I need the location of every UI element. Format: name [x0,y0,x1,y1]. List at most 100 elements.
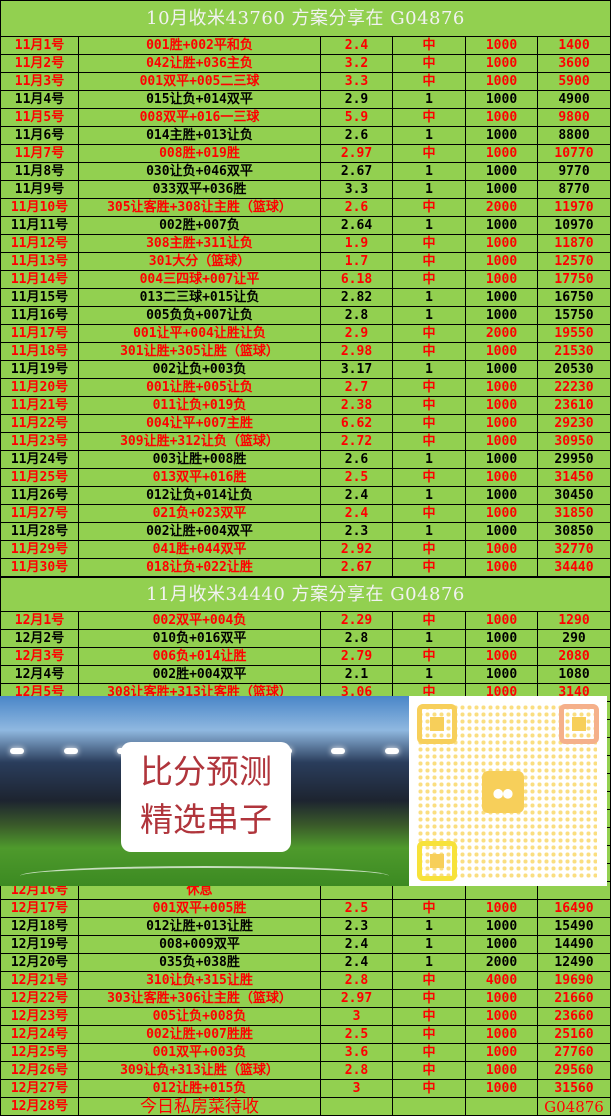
date-cell: 12月3号 [0,647,79,666]
odds-cell: 2.38 [320,396,393,415]
pick-cell: 033双平+036胜 [78,180,321,199]
table-row: 11月29号 041胜+044双平 2.92 中 1000 32770 [0,540,611,559]
result-cell: 中 [392,1079,466,1098]
total-cell: 3600 [537,54,611,73]
odds-cell: 3 [320,1007,393,1026]
result-cell: 中 [392,504,466,523]
pick-cell: 012让胜+013让胜 [78,917,321,936]
total-cell: 12490 [537,953,611,972]
table-row: 12月18号 012让胜+013让胜 2.3 1 1000 15490 [0,917,611,936]
date-cell: 12月1号 [0,611,79,630]
total-cell: 32770 [537,540,611,559]
pick-cell: 035负+038胜 [78,953,321,972]
stake-cell: 1000 [465,144,538,163]
result-cell: 1 [392,665,466,684]
result-cell: 中 [392,468,466,487]
stake-cell: 1000 [465,126,538,145]
odds-cell: 2.4 [320,953,393,972]
stake-cell: 1000 [465,378,538,397]
stake-cell: 1000 [465,629,538,648]
result-cell: 中 [392,1025,466,1044]
table-row: 11月12号 308主胜+311让负 1.9 中 1000 11870 [0,234,611,253]
pick-cell: 001让胜+005让负 [78,378,321,397]
result-cell: 1 [392,935,466,954]
table-row: 11月8号 030让负+046双平 2.67 1 1000 9770 [0,162,611,181]
result-cell: 中 [392,971,466,990]
total-cell: 30850 [537,522,611,541]
odds-cell: 2.4 [320,36,393,55]
table-row: 12月27号 012让胜+015负 3 中 1000 31560 [0,1079,611,1098]
odds-cell: 2.6 [320,126,393,145]
stake-cell: 1000 [465,108,538,127]
pick-cell: 308主胜+311让负 [78,234,321,253]
table-row: 11月7号 008胜+019胜 2.97 中 1000 10770 [0,144,611,163]
result-cell: 1 [392,288,466,307]
pick-cell: 002胜+007负 [78,216,321,235]
total-cell: 1080 [537,665,611,684]
odds-cell: 2.97 [320,989,393,1008]
total-cell: 5900 [537,72,611,91]
stake-cell: 1000 [465,504,538,523]
total-cell: 8770 [537,180,611,199]
stake-cell: 1000 [465,1007,538,1026]
pick-cell: 002双平+004负 [78,611,321,630]
odds-cell: 1.7 [320,252,393,271]
result-cell: 1 [392,953,466,972]
table-row: 11月28号 002让胜+004双平 2.3 1 1000 30850 [0,522,611,541]
stake-cell: 1000 [465,468,538,487]
total-cell: 19550 [537,324,611,343]
result-cell: 1 [392,450,466,469]
date-cell: 11月26号 [0,486,79,505]
pick-cell: 014主胜+013让负 [78,126,321,145]
qr-code-icon[interactable]: ●● [409,696,607,886]
promo-overlay[interactable]: 比分预测 精选串子 ●● [0,696,607,886]
stake-cell: 1000 [465,450,538,469]
date-cell: 12月19号 [0,935,79,954]
result-cell: 中 [392,647,466,666]
pick-cell: 002胜+004双平 [78,665,321,684]
odds-cell: 2.29 [320,611,393,630]
pick-cell: 301让胜+305让胜（篮球） [78,342,321,361]
total-cell: 8800 [537,126,611,145]
result-cell: 1 [392,629,466,648]
date-cell: 11月4号 [0,90,79,109]
total-cell: 20530 [537,360,611,379]
date-cell: 11月1号 [0,36,79,55]
total-cell: 19690 [537,971,611,990]
date-cell: 12月18号 [0,917,79,936]
result-cell: 中 [392,270,466,289]
stake-cell: 1000 [465,899,538,918]
date-cell: 11月11号 [0,216,79,235]
odds-cell: 2.79 [320,647,393,666]
result-cell: 中 [392,899,466,918]
date-cell: 11月14号 [0,270,79,289]
date-cell: 11月7号 [0,144,79,163]
pick-cell: 001双平+003负 [78,1043,321,1062]
date-cell: 11月23号 [0,432,79,451]
odds-cell: 2.5 [320,468,393,487]
pick-cell: 002让胜+007胜胜 [78,1025,321,1044]
result-cell [392,1097,466,1116]
total-cell: 1290 [537,611,611,630]
odds-cell: 3.2 [320,54,393,73]
total-cell: 29560 [537,1061,611,1080]
stake-cell: 1000 [465,1061,538,1080]
total-cell: 31850 [537,504,611,523]
total-cell: 30950 [537,432,611,451]
table-row: 11月11号 002胜+007负 2.64 1 1000 10970 [0,216,611,235]
odds-cell: 2.67 [320,558,393,577]
odds-cell: 2.4 [320,504,393,523]
table-row: 11月4号 015让负+014双平 2.9 1 1000 4900 [0,90,611,109]
result-cell: 中 [392,234,466,253]
stake-cell: 1000 [465,935,538,954]
pick-cell: 309让胜+312让负（篮球） [78,432,321,451]
total-cell: 30450 [537,486,611,505]
date-cell: 11月29号 [0,540,79,559]
stake-cell: 1000 [465,917,538,936]
result-cell: 1 [392,180,466,199]
stake-cell: 1000 [465,342,538,361]
date-cell: 11月13号 [0,252,79,271]
stake-cell: 1000 [465,414,538,433]
odds-cell: 6.18 [320,270,393,289]
